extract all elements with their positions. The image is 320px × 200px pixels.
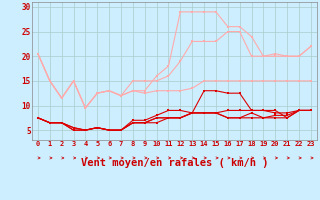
X-axis label: Vent moyen/en rafales ( km/h ): Vent moyen/en rafales ( km/h )	[81, 158, 268, 168]
